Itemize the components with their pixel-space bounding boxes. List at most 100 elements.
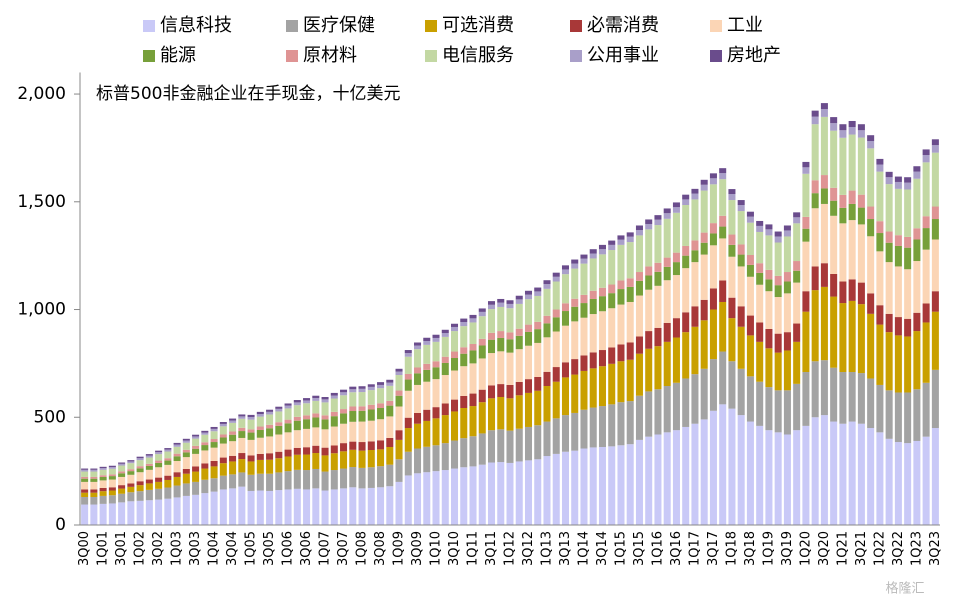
bar-segment — [90, 489, 98, 493]
bar-segment — [663, 257, 671, 267]
bar-segment — [358, 386, 366, 389]
bar-segment — [876, 305, 884, 325]
bar-segment — [580, 448, 588, 525]
bar-segment — [108, 490, 116, 496]
bar-segment — [552, 276, 560, 282]
bar-segment — [626, 232, 634, 237]
bar-segment — [746, 255, 754, 265]
bar-segment — [136, 466, 144, 469]
bar-segment — [90, 468, 98, 470]
bar-segment — [867, 148, 875, 207]
bar-segment — [617, 289, 625, 305]
bar-segment — [746, 276, 754, 316]
bar-segment — [182, 468, 190, 474]
bar-segment — [497, 384, 505, 398]
bar-segment — [608, 404, 616, 447]
bar-segment — [561, 265, 569, 270]
bar-segment — [691, 306, 699, 327]
bar-segment — [857, 194, 865, 208]
bar-segment — [377, 384, 385, 389]
bar-segment — [340, 389, 348, 393]
bar-segment — [774, 236, 782, 243]
bar-segment — [728, 256, 736, 298]
bar-segment — [700, 368, 708, 420]
bar-segment — [81, 481, 89, 490]
bar-segment — [330, 445, 338, 454]
bar-segment — [635, 225, 643, 231]
bar-segment — [99, 468, 107, 470]
bar-segment — [145, 483, 153, 490]
bar-segment — [414, 384, 422, 413]
bar-segment — [663, 218, 671, 258]
bar-segment — [894, 266, 902, 318]
bar-segment — [598, 254, 606, 288]
bar-segment — [256, 414, 264, 417]
bar-segment — [275, 458, 283, 473]
bar-segment — [626, 301, 634, 343]
bar-segment — [515, 461, 523, 525]
bar-segment — [783, 281, 791, 294]
bar-segment — [386, 385, 394, 401]
bar-segment — [589, 314, 597, 353]
bar-segment — [247, 439, 255, 456]
legend-swatch — [286, 50, 298, 62]
bar-segment — [820, 103, 828, 110]
bar-segment — [515, 328, 523, 336]
bar-segment — [848, 203, 856, 221]
bar-segment — [451, 331, 459, 352]
bar-segment — [99, 475, 107, 477]
bar-segment — [469, 406, 477, 437]
bar-segment — [608, 363, 616, 405]
bar-segment — [561, 311, 569, 326]
bar-segment — [247, 432, 255, 440]
bar-segment — [737, 254, 745, 267]
bar-segment — [404, 390, 412, 418]
bar-segment — [867, 236, 875, 294]
bar-segment — [709, 410, 717, 525]
bar-segment — [774, 333, 782, 353]
bar-segment — [802, 311, 810, 373]
bar-segment — [913, 239, 921, 262]
bar-segment — [885, 262, 893, 314]
bar-segment — [904, 236, 912, 248]
bar-segment — [395, 390, 403, 396]
bar-segment — [284, 449, 292, 457]
bar-segment — [793, 341, 801, 384]
bar-segment — [543, 421, 551, 457]
y-tick-label: 500 — [34, 407, 66, 427]
bar-segment — [256, 473, 264, 491]
bar-segment — [275, 451, 283, 459]
bar-segment — [321, 490, 329, 525]
bar-segment — [414, 423, 422, 449]
bar-segment — [340, 488, 348, 525]
bar-segment — [312, 400, 320, 414]
bar-segment — [857, 207, 865, 225]
bar-segment — [90, 492, 98, 497]
bar-segment — [524, 345, 533, 380]
bar-segment — [598, 446, 606, 525]
bar-segment — [534, 287, 542, 292]
bar-segment — [894, 392, 902, 443]
bar-segment — [571, 268, 579, 299]
bar-segment — [839, 223, 847, 282]
bar-segment — [682, 268, 690, 313]
bar-segment — [145, 455, 153, 458]
bar-segment — [857, 423, 865, 525]
bar-segment — [617, 244, 625, 281]
bar-segment — [377, 388, 385, 404]
bar-segment — [136, 485, 144, 492]
bar-segment — [118, 462, 126, 464]
bar-segment — [598, 350, 606, 367]
x-tick-label: 3Q13 — [558, 531, 573, 566]
bar-segment — [645, 229, 653, 267]
x-tick-label: 3Q22 — [891, 531, 906, 566]
bar-segment — [210, 466, 218, 479]
bar-segment — [904, 443, 912, 525]
bar-segment — [340, 392, 348, 396]
x-tick-label: 1Q18 — [724, 531, 739, 566]
bar-segment — [201, 479, 209, 494]
bar-segment — [358, 442, 366, 451]
bar-segment — [728, 234, 736, 245]
bar-segment — [561, 269, 569, 275]
bar-segment — [377, 403, 385, 408]
